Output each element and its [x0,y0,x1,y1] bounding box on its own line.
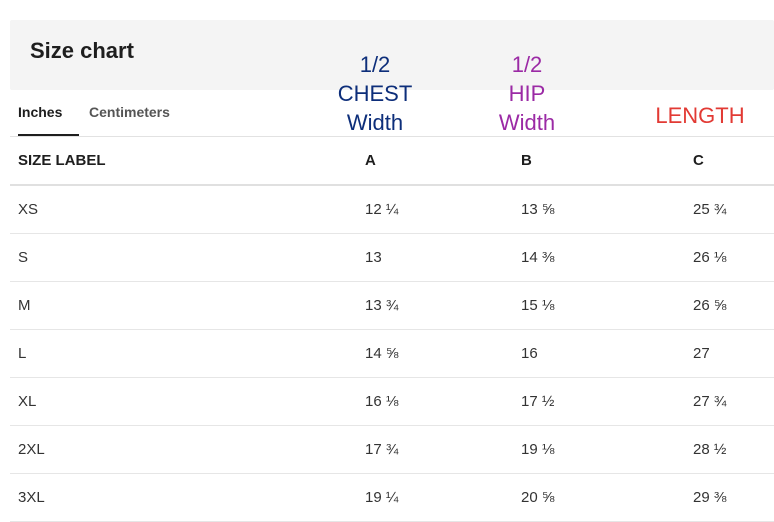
column-header-c: C [685,137,774,186]
value-a-cell: 12 ¼ [357,185,513,234]
table-header-row: SIZE LABEL A B C [10,137,774,186]
value-a-cell: 14 ⅝ [357,329,513,378]
tab-centimeters[interactable]: Centimeters [89,104,170,120]
table-row: 2XL 17 ¾ 19 ⅛ 28 ½ [10,425,774,474]
annotation-line: 1/2 [359,52,391,77]
value-c-cell: 28 ½ [685,425,774,474]
value-b-cell: 14 ⅜ [513,233,685,282]
table-row: M 13 ¾ 15 ⅛ 26 ⅝ [10,281,774,330]
page-title: Size chart [30,38,134,63]
value-a-cell: 13 ¾ [357,281,513,330]
value-c-cell: 29 ⅜ [685,473,774,522]
value-c-cell: 25 ¾ [685,185,774,234]
value-a-cell: 19 ¼ [357,473,513,522]
size-table: SIZE LABEL A B C XS 12 ¼ 13 ⅝ 25 ¾ S 13 … [10,137,774,522]
column-header-b: B [513,137,685,186]
annotation-hip-width: 1/2 HIP Width [472,50,582,137]
size-label-cell: XS [10,185,357,234]
value-a-cell: 13 [357,233,513,282]
size-label-cell: S [10,233,357,282]
annotation-line: 1/2 [511,52,543,77]
size-label-cell: L [10,329,357,378]
annotation-line: HIP [508,81,546,106]
value-c-cell: 26 ⅛ [685,233,774,282]
table-row: S 13 14 ⅜ 26 ⅛ [10,233,774,282]
value-b-cell: 15 ⅛ [513,281,685,330]
table-row: 3XL 19 ¼ 20 ⅝ 29 ⅜ [10,473,774,522]
value-b-cell: 20 ⅝ [513,473,685,522]
value-b-cell: 17 ½ [513,377,685,426]
value-a-cell: 17 ¾ [357,425,513,474]
unit-tabs: Inches Centimeters [10,96,774,137]
table-row: L 14 ⅝ 16 27 [10,329,774,378]
column-header-a: A [357,137,513,186]
annotation-line: CHEST [337,81,413,106]
size-label-cell: M [10,281,357,330]
annotation-line: Width [498,110,556,135]
annotation-line: LENGTH [655,103,745,128]
tab-inches[interactable]: Inches [18,96,79,137]
column-header-size-label: SIZE LABEL [10,137,357,186]
size-label-cell: 3XL [10,473,357,522]
value-b-cell: 13 ⅝ [513,185,685,234]
value-c-cell: 27 [685,329,774,378]
size-label-cell: 2XL [10,425,357,474]
value-b-cell: 19 ⅛ [513,425,685,474]
table-row: XL 16 ⅛ 17 ½ 27 ¾ [10,377,774,426]
size-chart-header [10,20,774,90]
size-label-cell: XL [10,377,357,426]
value-c-cell: 26 ⅝ [685,281,774,330]
tab-divider [10,136,774,137]
annotation-length: LENGTH [640,101,760,130]
annotation-chest-width: 1/2 CHEST Width [320,50,430,137]
value-c-cell: 27 ¾ [685,377,774,426]
value-b-cell: 16 [513,329,685,378]
annotation-line: Width [346,110,404,135]
value-a-cell: 16 ⅛ [357,377,513,426]
table-row: XS 12 ¼ 13 ⅝ 25 ¾ [10,185,774,234]
